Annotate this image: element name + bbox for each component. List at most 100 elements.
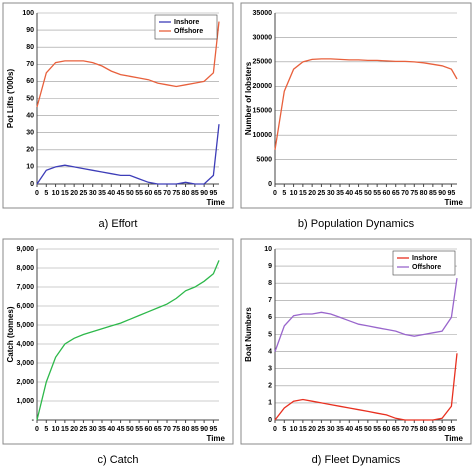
x-axis-label: Time: [206, 434, 225, 443]
x-tick-label: 95: [210, 426, 218, 433]
y-tick-label: 30000: [253, 34, 273, 41]
y-tick-label: 30: [26, 130, 34, 137]
x-tick-label: 45: [117, 426, 125, 433]
x-tick-label: 30: [89, 190, 97, 197]
y-tick-label: 7,000: [16, 284, 34, 291]
x-tick-label: 60: [383, 190, 391, 197]
x-tick-label: 60: [383, 426, 391, 433]
y-tick-label: 0: [30, 181, 34, 188]
x-tick-label: 5: [282, 190, 286, 197]
legend-box: [392, 250, 456, 276]
y-tick-label: 5: [268, 331, 272, 338]
x-tick-label: 60: [145, 190, 153, 197]
x-tick-label: 80: [182, 190, 190, 197]
x-tick-label: 75: [172, 190, 180, 197]
x-axis-label: Time: [444, 198, 463, 207]
x-axis-label: Time: [444, 434, 463, 443]
x-tick-label: 5: [44, 190, 48, 197]
x-tick-label: 80: [182, 426, 190, 433]
y-tick-label: 3,000: [16, 360, 34, 367]
caption: b) Population Dynamics: [298, 218, 415, 230]
x-tick-label: 65: [392, 190, 400, 197]
x-tick-label: 15: [299, 190, 307, 197]
y-tick-label: 3: [268, 366, 272, 373]
x-tick-label: 75: [172, 426, 180, 433]
x-tick-label: 80: [420, 426, 428, 433]
y-tick-label: 2: [268, 383, 272, 390]
x-tick-label: 30: [89, 426, 97, 433]
y-tick-label: 70: [26, 61, 34, 68]
x-tick-label: 50: [126, 190, 134, 197]
x-tick-label: 20: [70, 426, 78, 433]
x-tick-label: 30: [327, 426, 335, 433]
y-tick-label: 50: [26, 95, 34, 102]
y-axis-label: Catch (tonnes): [6, 306, 15, 362]
x-tick-label: 95: [448, 190, 456, 197]
x-tick-label: 5: [44, 426, 48, 433]
y-tick-label: 20: [26, 147, 34, 154]
y-tick-label: 100: [22, 10, 34, 17]
y-tick-label: 1: [268, 400, 272, 407]
y-tick-label: 0: [268, 417, 272, 424]
x-tick-label: 65: [154, 190, 162, 197]
y-axis-label: Number of lobsters: [244, 61, 253, 135]
series-line: [274, 58, 458, 150]
y-tick-label: 40: [26, 112, 34, 119]
x-tick-label: 25: [80, 190, 88, 197]
y-tick-label: -: [32, 417, 35, 424]
x-tick-label: 40: [345, 190, 353, 197]
x-tick-label: 30: [327, 190, 335, 197]
x-tick-label: 20: [308, 190, 316, 197]
y-tick-label: 90: [26, 27, 34, 34]
x-tick-label: 65: [154, 426, 162, 433]
x-tick-label: 70: [401, 426, 409, 433]
y-tick-label: 4,000: [16, 341, 34, 348]
x-tick-label: 0: [273, 426, 277, 433]
x-tick-label: 95: [448, 426, 456, 433]
x-tick-label: 0: [35, 190, 39, 197]
y-tick-label: 10: [26, 164, 34, 171]
y-tick-label: 8,000: [16, 265, 34, 272]
y-tick-label: 80: [26, 44, 34, 51]
y-tick-label: 20000: [253, 83, 273, 90]
x-tick-label: 55: [373, 190, 381, 197]
series-line: [36, 21, 220, 108]
x-tick-label: 25: [318, 190, 326, 197]
x-tick-label: 70: [163, 426, 171, 433]
x-tick-label: 40: [345, 426, 353, 433]
x-tick-label: 45: [355, 426, 363, 433]
legend-label: Inshore: [412, 255, 437, 262]
y-tick-label: 5000: [256, 156, 272, 163]
x-tick-label: 15: [61, 426, 69, 433]
x-tick-label: 15: [61, 190, 69, 197]
x-tick-label: 35: [336, 190, 344, 197]
x-tick-label: 35: [98, 190, 106, 197]
x-tick-label: 40: [107, 190, 115, 197]
x-tick-label: 90: [200, 190, 208, 197]
y-tick-label: 35000: [253, 10, 273, 17]
y-tick-label: 8: [268, 280, 272, 287]
legend-box: [154, 14, 218, 40]
x-tick-label: 10: [52, 190, 60, 197]
x-tick-label: 55: [135, 190, 143, 197]
x-tick-label: 80: [420, 190, 428, 197]
x-tick-label: 5: [282, 426, 286, 433]
x-tick-label: 25: [80, 426, 88, 433]
panel-frame: [2, 238, 234, 445]
x-tick-label: 85: [191, 190, 199, 197]
y-tick-label: 1,000: [16, 398, 34, 405]
x-tick-label: 40: [107, 426, 115, 433]
x-tick-label: 0: [35, 426, 39, 433]
x-tick-label: 10: [290, 426, 298, 433]
x-tick-label: 90: [438, 190, 446, 197]
y-tick-label: 10000: [253, 132, 273, 139]
legend-label: Inshore: [174, 19, 199, 26]
series-line: [274, 353, 458, 421]
x-tick-label: 85: [429, 190, 437, 197]
x-tick-label: 60: [145, 426, 153, 433]
x-tick-label: 35: [98, 426, 106, 433]
x-tick-label: 90: [200, 426, 208, 433]
x-tick-label: 75: [410, 426, 418, 433]
